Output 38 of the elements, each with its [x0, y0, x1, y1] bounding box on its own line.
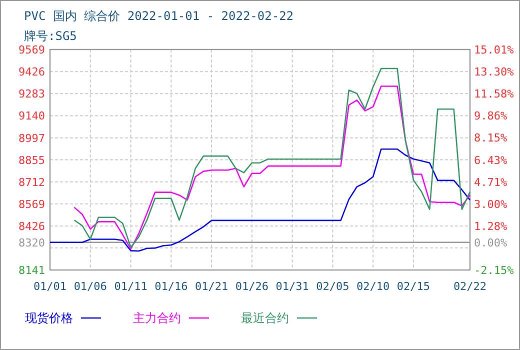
chart-subtitle: 牌号:SG5: [24, 29, 77, 43]
y-tick-label: 8320: [18, 236, 45, 250]
x-tick-label: 01/16: [154, 280, 188, 293]
y-tick-label: 8855: [18, 154, 45, 167]
legend-label: 主力合约: [133, 311, 181, 325]
y2-tick-label: 9.86%: [474, 110, 508, 123]
y2-tick-label: 6.43%: [474, 154, 508, 167]
x-tick-label: 01/11: [114, 280, 148, 293]
x-tick-label: 02/10: [356, 280, 390, 293]
legend-label: 最近合约: [241, 311, 289, 325]
x-tick-label: 01/26: [235, 280, 268, 293]
y2-tick-label: 1.28%: [474, 220, 508, 233]
x-tick-label: 02/22: [453, 280, 487, 293]
y2-tick-label: -2.15%: [474, 264, 514, 277]
y2-tick-label: 3.00%: [474, 198, 508, 211]
y-tick-label: 9569: [18, 44, 45, 56]
x-tick-label: 01/21: [194, 280, 228, 293]
y2-tick-label: 8.15%: [474, 132, 508, 145]
x-tick-label: 02/05: [316, 280, 350, 293]
y-tick-label: 9283: [18, 88, 45, 101]
y2-tick-label: 4.71%: [474, 176, 508, 189]
y-tick-label: 8426: [18, 220, 45, 233]
y-tick-label: 9426: [18, 66, 45, 79]
x-tick-label: 01/06: [74, 280, 107, 293]
x-tick-label: 01/31: [276, 280, 309, 293]
y2-tick-label: 0.00%: [474, 236, 508, 250]
y-tick-label: 8997: [18, 132, 45, 145]
y2-tick-label: 11.58%: [474, 88, 514, 101]
x-tick-label: 01/01: [33, 280, 67, 293]
chart-title: PVC 国内 综合价 2022-01-01 - 2022-02-22: [24, 9, 294, 23]
y-tick-label: 8712: [18, 176, 45, 189]
y-tick-label: 8141: [18, 264, 45, 277]
y2-tick-label: 15.01%: [474, 44, 514, 56]
x-tick-label: 02/15: [396, 280, 430, 293]
y-tick-label: 9140: [18, 110, 45, 123]
y2-tick-label: 13.30%: [474, 65, 514, 78]
y-tick-label: 8569: [18, 198, 45, 211]
legend-label: 现货价格: [25, 311, 73, 325]
